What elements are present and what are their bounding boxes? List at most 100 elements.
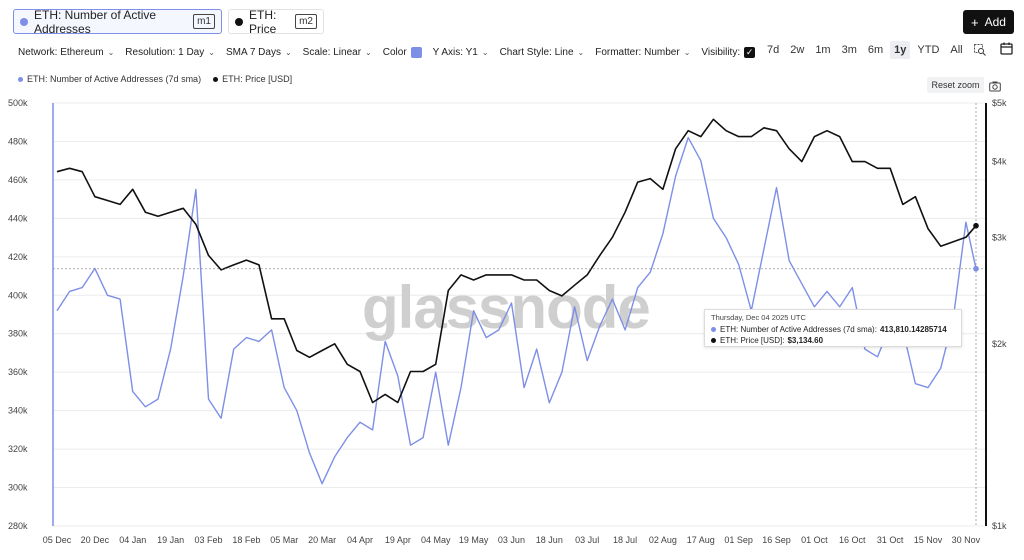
y-right-tick-label: $4k — [992, 157, 1007, 167]
metric-tab-price[interactable]: ETH: Price m2 — [228, 9, 324, 34]
chart-style-label: Chart Style: Line — [500, 47, 574, 58]
chart-style-select[interactable]: Chart Style: Line ⌄ — [500, 44, 585, 60]
metric-color-dot — [20, 18, 28, 26]
chevron-down-icon: ⌄ — [578, 48, 585, 57]
y-left-tick-label: 320k — [8, 444, 28, 454]
legend-label: ETH: Number of Active Addresses (7d sma) — [27, 74, 201, 84]
x-tick-label: 20 Dec — [81, 535, 110, 545]
x-tick-label: 20 Mar — [308, 535, 336, 545]
plus-icon: + — [971, 15, 979, 30]
chart-tooltip: Thursday, Dec 04 2025 UTC ETH: Number of… — [704, 309, 962, 347]
sma-select[interactable]: SMA 7 Days ⌄ — [226, 44, 292, 60]
tooltip-row-active-addresses: ETH: Number of Active Addresses (7d sma)… — [711, 324, 955, 335]
metric-color-dot — [235, 18, 243, 26]
legend-item-price[interactable]: ETH: Price [USD] — [213, 74, 292, 84]
y-right-tick-label: $1k — [992, 521, 1007, 531]
x-tick-label: 19 Jan — [157, 535, 184, 545]
x-tick-label: 15 Nov — [914, 535, 943, 545]
legend-label: ETH: Price [USD] — [222, 74, 292, 84]
y-left-tick-label: 400k — [8, 290, 28, 300]
y-left-tick-label: 500k — [8, 98, 28, 108]
y-left-tick-label: 340k — [8, 406, 28, 416]
y-left-tick-label: 380k — [8, 329, 28, 339]
y-left-tick-label: 280k — [8, 521, 28, 531]
x-tick-label: 18 Feb — [232, 535, 260, 545]
tooltip-value: 413,810.14285714 — [880, 324, 947, 335]
formatter-label: Formatter: Number — [595, 47, 679, 58]
chevron-down-icon: ⌄ — [482, 48, 489, 57]
check-icon: ✓ — [744, 47, 755, 58]
tooltip-label: ETH: Price [USD]: — [720, 335, 784, 346]
x-tick-label: 05 Dec — [43, 535, 72, 545]
tooltip-value: $3,134.60 — [787, 335, 823, 346]
chart-legend: ETH: Number of Active Addresses (7d sma)… — [18, 74, 304, 84]
metric-label: ETH: Price — [249, 8, 287, 36]
hover-point-price — [973, 223, 979, 229]
x-tick-label: 04 May — [421, 535, 451, 545]
chevron-down-icon: ⌄ — [365, 48, 372, 57]
x-tick-label: 16 Oct — [839, 535, 866, 545]
y-left-tick-label: 460k — [8, 175, 28, 185]
visibility-toggle[interactable]: Visibility: ✓ — [701, 44, 755, 60]
chevron-down-icon: ⌄ — [684, 48, 691, 57]
color-label: Color — [383, 47, 407, 58]
range-2w[interactable]: 2w — [786, 41, 808, 59]
tooltip-row-price: ETH: Price [USD]: $3,134.60 — [711, 335, 955, 346]
network-select[interactable]: Network: Ethereum ⌄ — [18, 44, 114, 60]
hover-point-active-addresses — [973, 266, 979, 272]
time-range-selector: 7d 2w 1m 3m 6m 1y YTD All — [763, 41, 993, 59]
range-ytd[interactable]: YTD — [913, 41, 943, 59]
tooltip-dot — [711, 327, 716, 332]
legend-dot — [18, 77, 23, 82]
range-all[interactable]: All — [946, 41, 966, 59]
metric-tab-active-addresses[interactable]: ETH: Number of Active Addresses m1 — [13, 9, 222, 34]
chevron-down-icon: ⌄ — [108, 48, 115, 57]
calendar-icon[interactable] — [1000, 42, 1014, 56]
metric-badge: m1 — [193, 14, 215, 29]
y-right-tick-label: $5k — [992, 98, 1007, 108]
range-7d[interactable]: 7d — [763, 41, 783, 59]
add-button-label: Add — [985, 15, 1006, 29]
range-1m[interactable]: 1m — [811, 41, 834, 59]
x-tick-label: 04 Apr — [347, 535, 373, 545]
x-tick-label: 30 Nov — [952, 535, 981, 545]
reset-zoom-button[interactable]: Reset zoom — [927, 77, 984, 93]
resolution-select[interactable]: Resolution: 1 Day ⌄ — [125, 44, 215, 60]
x-tick-label: 02 Aug — [649, 535, 677, 545]
y-left-tick-label: 360k — [8, 367, 28, 377]
x-tick-label: 19 Apr — [385, 535, 411, 545]
y-left-tick-label: 420k — [8, 252, 28, 262]
visibility-label: Visibility: — [701, 47, 740, 58]
x-tick-label: 18 Jun — [536, 535, 563, 545]
x-tick-label: 19 May — [459, 535, 489, 545]
x-tick-label: 03 Feb — [194, 535, 222, 545]
scale-select[interactable]: Scale: Linear ⌄ — [303, 44, 372, 60]
x-tick-label: 31 Oct — [877, 535, 904, 545]
zoom-select-icon[interactable] — [970, 41, 990, 59]
add-metric-button[interactable]: + Add — [963, 10, 1014, 34]
legend-dot — [213, 77, 218, 82]
legend-item-active-addresses[interactable]: ETH: Number of Active Addresses (7d sma) — [18, 74, 201, 84]
series-line-price[interactable] — [57, 119, 976, 402]
y-axis-select[interactable]: Y Axis: Y1 ⌄ — [433, 44, 489, 60]
x-tick-label: 16 Sep — [762, 535, 791, 545]
network-label: Network: Ethereum — [18, 47, 104, 58]
range-3m[interactable]: 3m — [838, 41, 861, 59]
y-right-tick-label: $3k — [992, 232, 1007, 242]
scale-label: Scale: Linear — [303, 47, 361, 58]
x-tick-label: 17 Aug — [687, 535, 715, 545]
x-tick-label: 01 Oct — [801, 535, 828, 545]
y-left-tick-label: 480k — [8, 136, 28, 146]
chevron-down-icon: ⌄ — [208, 48, 215, 57]
color-picker[interactable]: Color — [383, 44, 422, 60]
chevron-down-icon: ⌄ — [285, 48, 292, 57]
camera-icon[interactable] — [989, 79, 1001, 90]
range-6m[interactable]: 6m — [864, 41, 887, 59]
metric-label: ETH: Number of Active Addresses — [34, 8, 185, 36]
x-tick-label: 01 Sep — [724, 535, 753, 545]
metric-badge: m2 — [295, 14, 317, 29]
formatter-select[interactable]: Formatter: Number ⌄ — [595, 44, 690, 60]
y-right-tick-label: $2k — [992, 339, 1007, 349]
x-tick-label: 03 Jul — [575, 535, 599, 545]
range-1y[interactable]: 1y — [890, 41, 910, 59]
